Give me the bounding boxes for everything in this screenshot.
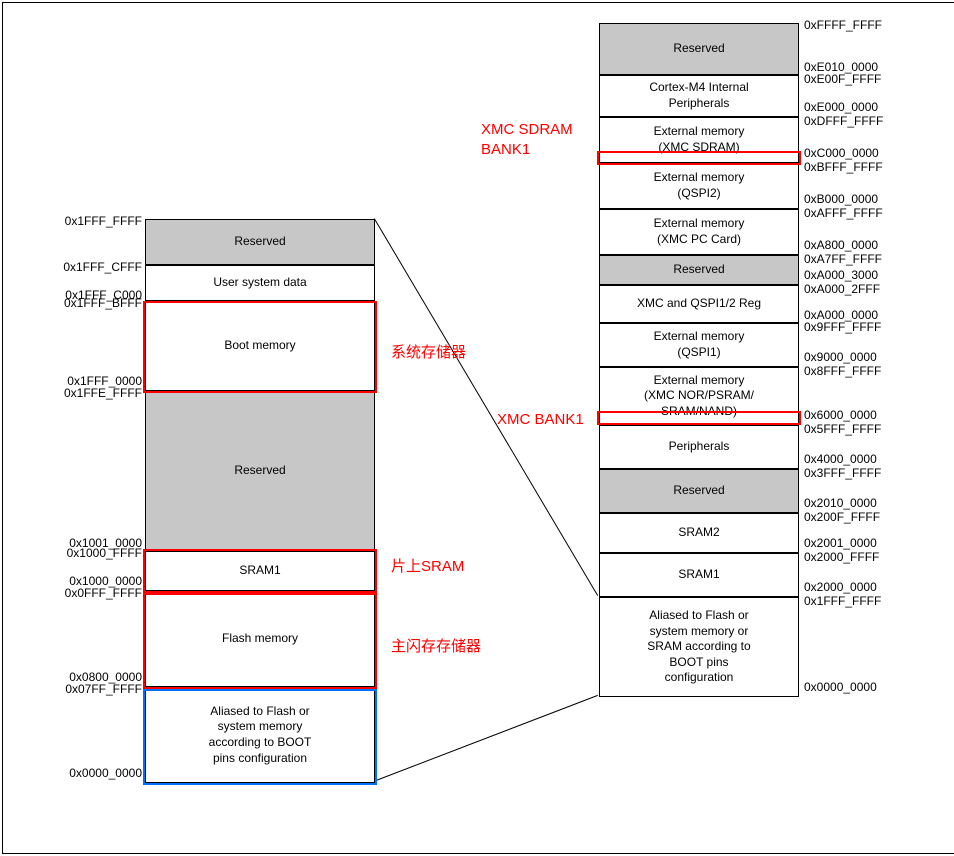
address-label: 0x1FFE_FFFF [64,386,142,402]
memory-block: Reserved0x3FFF_FFFF0x2010_0000 [599,469,799,513]
block-label: Reserved [234,463,285,479]
address-label: 0x1000_FFFF [67,546,142,562]
address-label: 0x1FFF_FFFF [65,214,142,230]
memory-block: Peripherals0x5FFF_FFFF0x4000_0000 [599,425,799,469]
block-label: SRAM according to [647,639,750,655]
block-label: Aliased to Flash or [649,608,748,624]
annotation-text: 主闪存存储器 [391,635,481,656]
block-label: (QSPI2) [677,186,720,202]
annotation-text: BANK1 [481,141,530,158]
block-label: External memory [654,170,745,186]
memory-block: Aliased to Flash orsystem memory orSRAM … [599,597,799,697]
address-label: 0x200F_FFFF [804,510,880,526]
block-label: Aliased to Flash or [210,704,309,720]
memory-block: Reserved0xFFFF_FFFF0xE010_0000 [599,23,799,75]
memory-block: External memory(XMC NOR/PSRAM/SRAM/NAND)… [599,367,799,425]
block-label: Flash memory [222,631,298,647]
address-label: 0xBFFF_FFFF [804,160,883,176]
memory-block: SRAM20x200F_FFFF0x2001_0000 [599,513,799,553]
memory-block: External memory(QSPI1)0x9FFF_FFFF0x9000_… [599,323,799,367]
annotation-text: XMC SDRAM [481,121,573,138]
address-label: 0xE00F_FFFF [804,72,881,88]
block-label: Boot memory [224,338,295,354]
address-label: 0x1FFF_FFFF [804,594,881,610]
memory-map-diagram: Reserved0x1FFF_FFFFUser system data0x1FF… [2,2,954,854]
block-label: (XMC NOR/PSRAM/ [644,388,754,404]
memory-block: Reserved0x1FFF_FFFF [145,219,375,265]
block-label: system memory [218,719,303,735]
address-label: 0x1FFF_CFFF [63,260,142,276]
block-label: Reserved [673,262,724,278]
memory-block: SRAM10x2000_FFFF0x2000_0000 [599,553,799,597]
block-label: SRAM1 [239,563,280,579]
block-label: according to BOOT [209,735,312,751]
memory-block: SRAM10x1000_FFFF0x1000_0000 [145,551,375,591]
address-label: 0x5FFF_FFFF [804,422,881,438]
address-label: 0x0000_0000 [69,766,142,782]
address-label: 0x2000_FFFF [804,550,879,566]
block-label: Peripherals [669,96,730,112]
memory-block: External memory(XMC SDRAM)0xDFFF_FFFF0xC… [599,117,799,163]
memory-block: Aliased to Flash orsystem memoryaccordin… [145,687,375,783]
block-label: system memory or [650,624,749,640]
block-label: SRAM1 [678,567,719,583]
memory-block: XMC and QSPI1/2 Reg0xA000_2FFF0xA000_000… [599,285,799,323]
block-label: (XMC SDRAM) [658,140,739,156]
address-label: 0xDFFF_FFFF [804,114,883,130]
block-label: Reserved [673,483,724,499]
block-label: configuration [665,670,734,686]
address-label: 0x07FF_FFFF [65,682,142,698]
address-label: 0xFFFF_FFFF [804,18,882,34]
block-label: Reserved [234,234,285,250]
block-label: External memory [654,373,745,389]
block-label: External memory [654,216,745,232]
annotation-text: XMC BANK1 [497,411,584,428]
address-label: 0xA000_2FFF [804,282,880,298]
address-label: 0x9FFF_FFFF [804,320,881,336]
block-label: pins configuration [213,751,307,767]
block-label: BOOT pins [669,655,728,671]
annotation-text: 系统存储器 [391,341,466,362]
block-label: Cortex-M4 Internal [649,80,748,96]
block-label: Reserved [673,41,724,57]
address-label: 0x8FFF_FFFF [804,364,881,380]
block-label: SRAM2 [678,525,719,541]
block-label: (XMC PC Card) [657,232,741,248]
address-label: 0xA7FF_FFFF [804,252,882,268]
address-label: 0x1FFF_BFFF [64,296,142,312]
address-label: 0x3FFF_FFFF [804,466,881,482]
address-label: 0x0000_0000 [804,680,877,696]
block-label: User system data [213,275,306,291]
block-label: (QSPI1) [677,345,720,361]
memory-block: User system data0x1FFF_CFFF0x1FFF_C000 [145,265,375,301]
block-label: Peripherals [669,439,730,455]
address-label: 0xAFFF_FFFF [804,206,883,222]
block-label: XMC and QSPI1/2 Reg [637,296,761,312]
annotation-text: 片上SRAM [391,555,464,576]
memory-block: External memory(QSPI2)0xBFFF_FFFF0xB000_… [599,163,799,209]
memory-block: Flash memory0x0FFF_FFFF0x0800_0000 [145,591,375,687]
address-label: 0x0FFF_FFFF [65,586,142,602]
block-label: External memory [654,329,745,345]
memory-block: Cortex-M4 InternalPeripherals0xE00F_FFFF… [599,75,799,117]
memory-block: External memory(XMC PC Card)0xAFFF_FFFF0… [599,209,799,255]
memory-block: Reserved0x1FFE_FFFF0x1001_0000 [145,391,375,551]
block-label: External memory [654,124,745,140]
memory-block: Reserved0xA7FF_FFFF0xA000_3000 [599,255,799,285]
block-label: SRAM/NAND) [661,404,737,420]
memory-block: Boot memory0x1FFF_BFFF0x1FFF_0000 [145,301,375,391]
